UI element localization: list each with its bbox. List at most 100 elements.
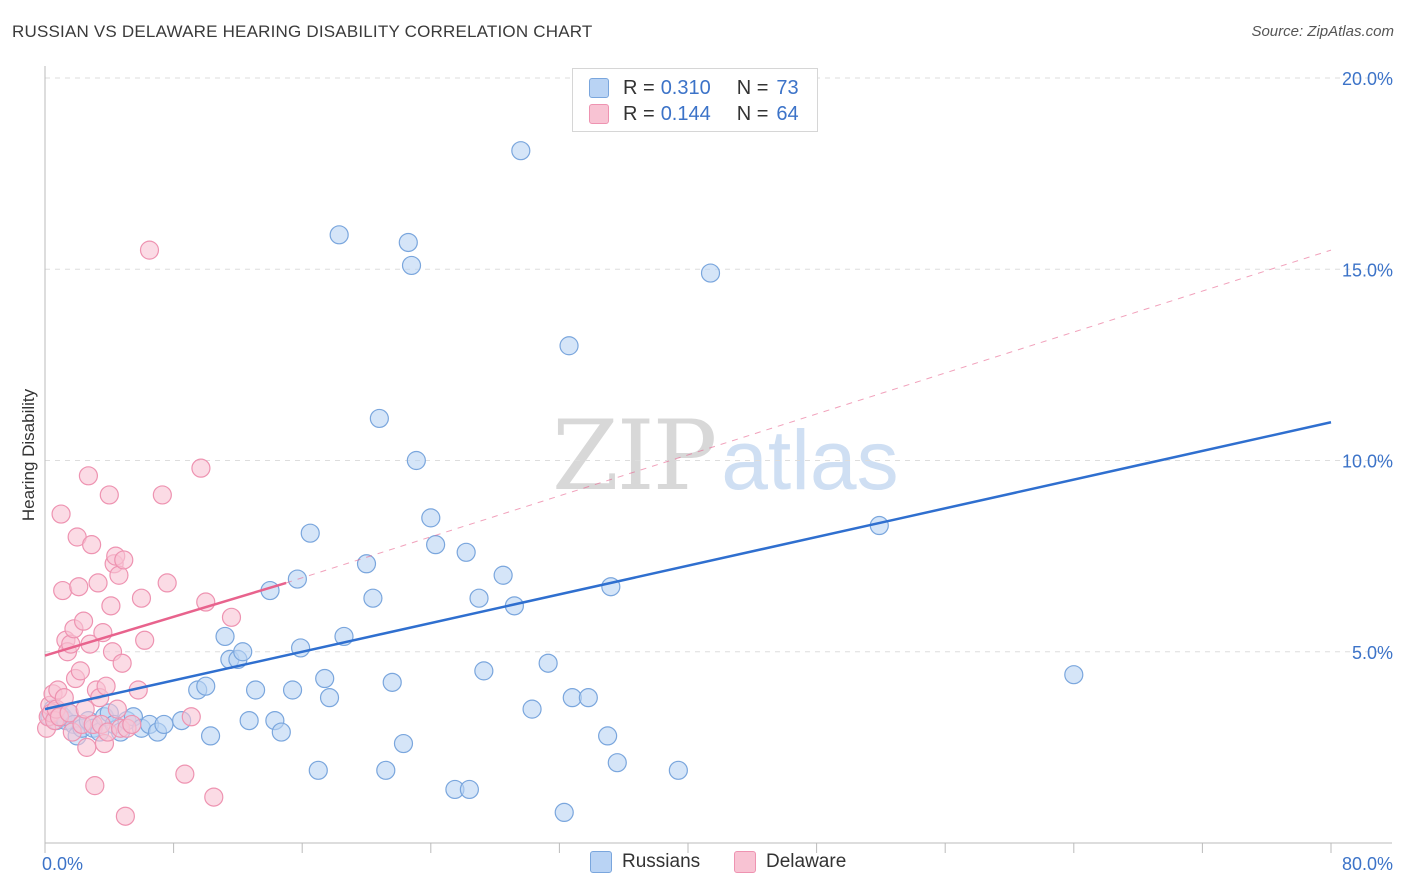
series-legend-label: Delaware xyxy=(766,851,847,872)
russians-point xyxy=(426,535,446,555)
delaware-point xyxy=(181,707,201,727)
delaware-trendline-extension xyxy=(285,249,1332,584)
legend-swatch-pink xyxy=(734,851,756,873)
russians-point xyxy=(215,626,235,647)
russians-point xyxy=(300,523,320,543)
y-tick-label: 10.0% xyxy=(1342,452,1393,472)
russians-point xyxy=(233,642,253,662)
russians-point xyxy=(154,714,174,735)
russians-point xyxy=(538,653,558,673)
series-legend-delaware[interactable]: Delaware xyxy=(734,851,846,873)
russians-point xyxy=(382,672,402,692)
russians-point xyxy=(1064,665,1084,685)
russians-point xyxy=(578,688,598,708)
delaware-point xyxy=(78,466,99,486)
y-tick-label: 15.0% xyxy=(1342,260,1393,280)
legend-n-value: 73 xyxy=(776,76,799,99)
delaware-point xyxy=(82,535,102,555)
legend-row-delaware: R = 0.144 N = 64 xyxy=(589,102,799,126)
delaware-point xyxy=(85,776,105,796)
russians-point xyxy=(598,726,618,746)
source-credit: Source: ZipAtlas.com xyxy=(1251,23,1394,40)
delaware-point xyxy=(69,577,89,597)
russians-point xyxy=(493,565,513,585)
delaware-point xyxy=(139,240,160,260)
y-axis-label: Hearing Disability xyxy=(19,388,38,521)
delaware-point xyxy=(157,573,177,593)
delaware-point xyxy=(88,573,108,593)
russians-point xyxy=(401,255,422,276)
series-legend-russians[interactable]: Russians xyxy=(590,851,700,873)
delaware-point xyxy=(73,611,94,631)
russians-trendline xyxy=(44,421,1332,711)
russians-point xyxy=(196,676,216,696)
russians-point xyxy=(356,554,377,574)
russians-point xyxy=(287,569,307,589)
delaware-point xyxy=(77,737,97,757)
delaware-point xyxy=(53,580,73,601)
series-legend-label: Russians xyxy=(622,851,701,872)
legend-n-value: 64 xyxy=(776,102,799,125)
delaware-point xyxy=(115,806,135,826)
delaware-point xyxy=(131,588,152,608)
series-legend: Russians Delaware xyxy=(0,851,1406,877)
russians-point xyxy=(308,760,328,780)
russians-point xyxy=(562,688,582,708)
russians-point xyxy=(393,733,414,754)
delaware-trendline xyxy=(44,581,287,657)
russians-point xyxy=(406,450,426,471)
russians-point xyxy=(315,668,335,689)
delaware-point xyxy=(99,485,119,505)
delaware-point xyxy=(51,504,71,524)
delaware-point xyxy=(96,676,116,696)
russians-point xyxy=(398,232,418,253)
legend-n-label: N = xyxy=(736,102,769,125)
russians-point xyxy=(245,680,266,700)
y-tick-label: 5.0% xyxy=(1352,643,1393,663)
delaware-point xyxy=(101,596,121,616)
russians-point xyxy=(456,542,476,562)
russians-point xyxy=(239,710,259,731)
russians-point xyxy=(459,779,479,800)
legend-r-label: R = xyxy=(623,102,655,125)
delaware-point xyxy=(221,607,242,627)
legend-r-value: 0.310 xyxy=(660,76,711,99)
delaware-point xyxy=(114,550,134,570)
legend-r-label: R = xyxy=(623,76,655,99)
legend-swatch-blue xyxy=(589,78,609,98)
delaware-point xyxy=(107,699,127,719)
delaware-point xyxy=(122,714,142,735)
x-tick-label: 0.0% xyxy=(42,854,83,874)
delaware-point xyxy=(135,630,155,650)
russians-point xyxy=(668,760,688,780)
russians-point xyxy=(369,408,389,429)
russians-point xyxy=(559,336,579,356)
delaware-point xyxy=(204,787,224,807)
legend-row-russians: R = 0.310 N = 73 xyxy=(589,76,799,100)
russians-point xyxy=(282,680,303,700)
russians-point xyxy=(700,263,721,283)
russians-point xyxy=(329,225,349,245)
legend-swatch-pink xyxy=(589,104,609,124)
russians-point xyxy=(421,508,441,528)
russians-point xyxy=(554,802,574,823)
russians-point xyxy=(607,753,627,773)
delaware-point xyxy=(175,764,195,784)
russians-point xyxy=(469,588,489,608)
russians-point xyxy=(522,699,542,719)
russians-point xyxy=(200,726,221,746)
delaware-point xyxy=(152,485,172,505)
delaware-point xyxy=(70,661,90,681)
delaware-point xyxy=(112,653,132,673)
legend-n-label: N = xyxy=(736,76,769,99)
russians-point xyxy=(363,588,383,608)
russians-point xyxy=(474,661,494,681)
y-tick-label: 20.0% xyxy=(1342,69,1393,89)
x-tick-label: 80.0% xyxy=(1342,854,1393,874)
watermark-zip: ZIP xyxy=(552,400,717,512)
correlation-legend: R = 0.310 N = 73 R = 0.144 N = 64 xyxy=(572,68,818,132)
russians-point xyxy=(376,760,396,780)
russians-point xyxy=(511,141,531,161)
chart-title: RUSSIAN VS DELAWARE HEARING DISABILITY C… xyxy=(12,22,593,41)
